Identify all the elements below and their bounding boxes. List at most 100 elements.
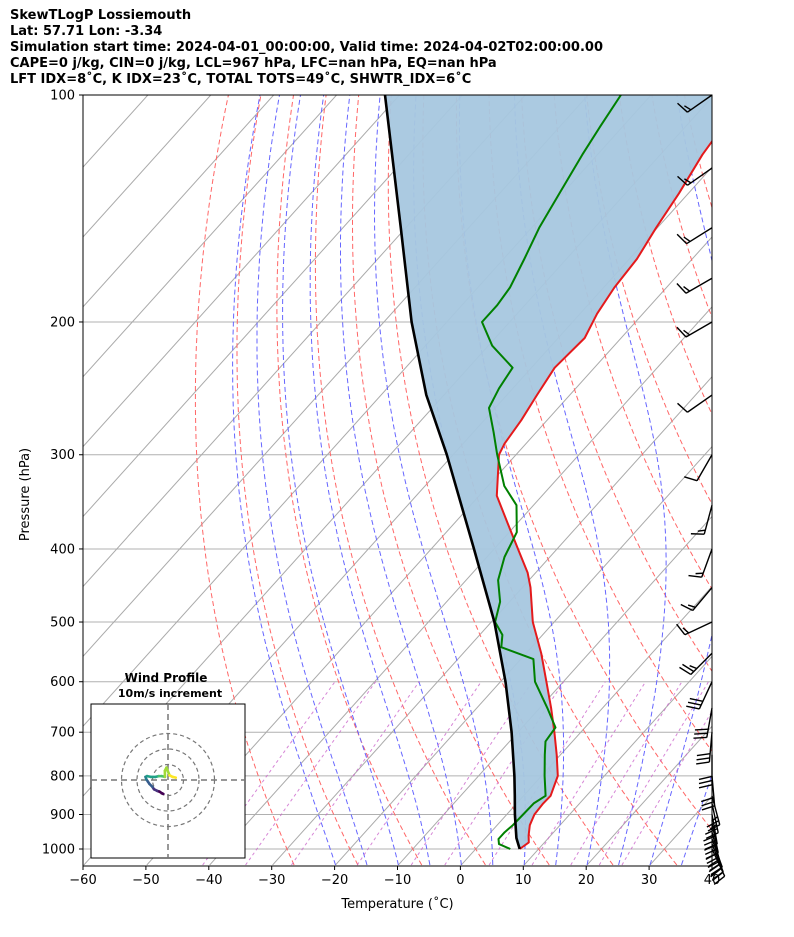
barb-full-flag	[711, 871, 724, 881]
isotherm--20	[335, 445, 712, 866]
barb-full-flag	[701, 800, 715, 807]
moist-adiabat-35	[681, 772, 712, 866]
barb-full-flag	[689, 697, 704, 702]
barb-full-flag	[698, 775, 713, 781]
barb-full-flag	[700, 796, 715, 803]
wind-barb	[690, 505, 713, 535]
barb-half-flag	[682, 627, 690, 634]
dry-adiabat--10	[276, 95, 423, 866]
dry-adiabat-120	[714, 78, 794, 865]
y-tick-label: 200	[50, 315, 75, 330]
barb-full-flag	[713, 875, 726, 885]
barb-full-flag	[705, 832, 719, 840]
parcel-profile-line	[383, 95, 521, 850]
barb-staff	[684, 621, 713, 636]
isotherm-40	[713, 78, 794, 865]
moist-adiabat--20	[232, 95, 336, 866]
moist-adiabat--5	[309, 95, 431, 866]
barb-half-flag	[711, 816, 719, 822]
barb-full-flag	[676, 233, 688, 245]
y-tick-label: 1000	[42, 843, 75, 858]
barb-full-flag	[705, 852, 719, 860]
barb-staff	[698, 681, 713, 710]
barb-full-flag	[706, 820, 720, 828]
dry-adiabat--20	[236, 95, 359, 866]
axes-layer: −60 −50 −40 −30 −20 −10 0 10 20 30 401002003004005…	[18, 89, 720, 913]
y-tick-label: 600	[50, 675, 75, 690]
inset-plot	[91, 704, 245, 858]
barb-full-flag	[694, 732, 708, 735]
dry-adiabat-60	[521, 95, 712, 673]
barb-half-flag	[709, 823, 717, 830]
barb-staff	[687, 167, 713, 186]
x-tick-label: 20	[578, 873, 595, 888]
barb-staff	[687, 394, 713, 413]
barb-full-flag	[703, 835, 717, 842]
barb-full-flag	[679, 666, 692, 676]
isotherm--110	[83, 95, 464, 518]
y-tick-label: 900	[50, 808, 75, 823]
barb-full-flag	[682, 663, 695, 673]
wind-barb	[677, 94, 713, 113]
wind-barb	[686, 681, 713, 710]
hodograph-inset: Wind Profile 10m/s increment	[90, 671, 246, 859]
isotherm--130	[83, 95, 338, 378]
barb-full-flag	[677, 175, 688, 186]
barb-staff	[706, 707, 713, 738]
barb-full-flag	[706, 856, 720, 865]
data-layer	[383, 95, 712, 850]
barb-full-flag	[704, 848, 718, 855]
x-tick-label: −30	[258, 873, 285, 888]
barb-staff	[687, 94, 713, 113]
x-tick-label: −20	[321, 873, 348, 888]
wind-barb	[680, 587, 713, 612]
cape-line: CAPE=0 j/kg, CIN=0 j/kg, LCL=967 hPa, LF…	[10, 56, 497, 71]
barb-full-flag	[680, 603, 694, 612]
wind-barb	[698, 754, 713, 789]
x-tick-label: 30	[641, 873, 658, 888]
barb-full-flag	[693, 736, 707, 739]
barb-full-flag	[707, 824, 721, 832]
wind-barb	[676, 621, 713, 636]
barb-staff	[685, 277, 713, 294]
cape-cin-shading	[385, 95, 712, 849]
y-tick-label: 800	[50, 769, 75, 784]
barb-staff	[696, 454, 713, 482]
barb-staff	[708, 732, 713, 763]
chart-title: SkewTLogP Lossiemouth	[10, 8, 192, 23]
temperature-line	[495, 139, 712, 850]
dry-adiabat-70	[553, 95, 712, 591]
hodograph-segment	[165, 766, 171, 777]
barb-full-flag	[701, 805, 715, 811]
mixing-ratio-20	[621, 710, 712, 866]
barb-half-flag	[683, 286, 691, 292]
y-tick-label: 500	[50, 616, 75, 631]
x-tick-label: 10	[515, 873, 532, 888]
x-tick-label: −10	[384, 873, 411, 888]
wind-barb	[677, 394, 713, 413]
dry-adiabat-0	[314, 95, 486, 866]
wind-barb	[693, 707, 713, 739]
barb-half-flag	[684, 105, 692, 111]
barb-full-flag	[684, 476, 698, 482]
inset-title: Wind Profile	[125, 671, 208, 685]
moist-adiabat-5	[373, 95, 494, 866]
barb-full-flag	[707, 858, 720, 868]
barb-full-flag	[688, 574, 702, 578]
barb-staff	[690, 652, 713, 675]
dry-adiabat-10	[352, 95, 550, 866]
wind-barb	[707, 838, 723, 876]
index-line: LFT IDX=8˚C, K IDX=23˚C, TOTAL TOTS=49˚C…	[10, 72, 472, 87]
isotherm--140	[83, 95, 275, 308]
barb-full-flag	[703, 839, 717, 846]
chart-header: SkewTLogP Lossiemouth Lat: 57.71 Lon: -3…	[10, 8, 790, 88]
hodo-ring-20	[136, 748, 200, 812]
barb-full-flag	[709, 862, 722, 872]
inset-subtitle: 10m/s increment	[118, 687, 222, 700]
moist-adiabat-0	[340, 95, 462, 866]
barb-half-flag	[687, 604, 696, 608]
barb-half-flag	[689, 665, 697, 670]
wind-barb	[676, 321, 713, 338]
barb-full-flag	[687, 701, 702, 706]
